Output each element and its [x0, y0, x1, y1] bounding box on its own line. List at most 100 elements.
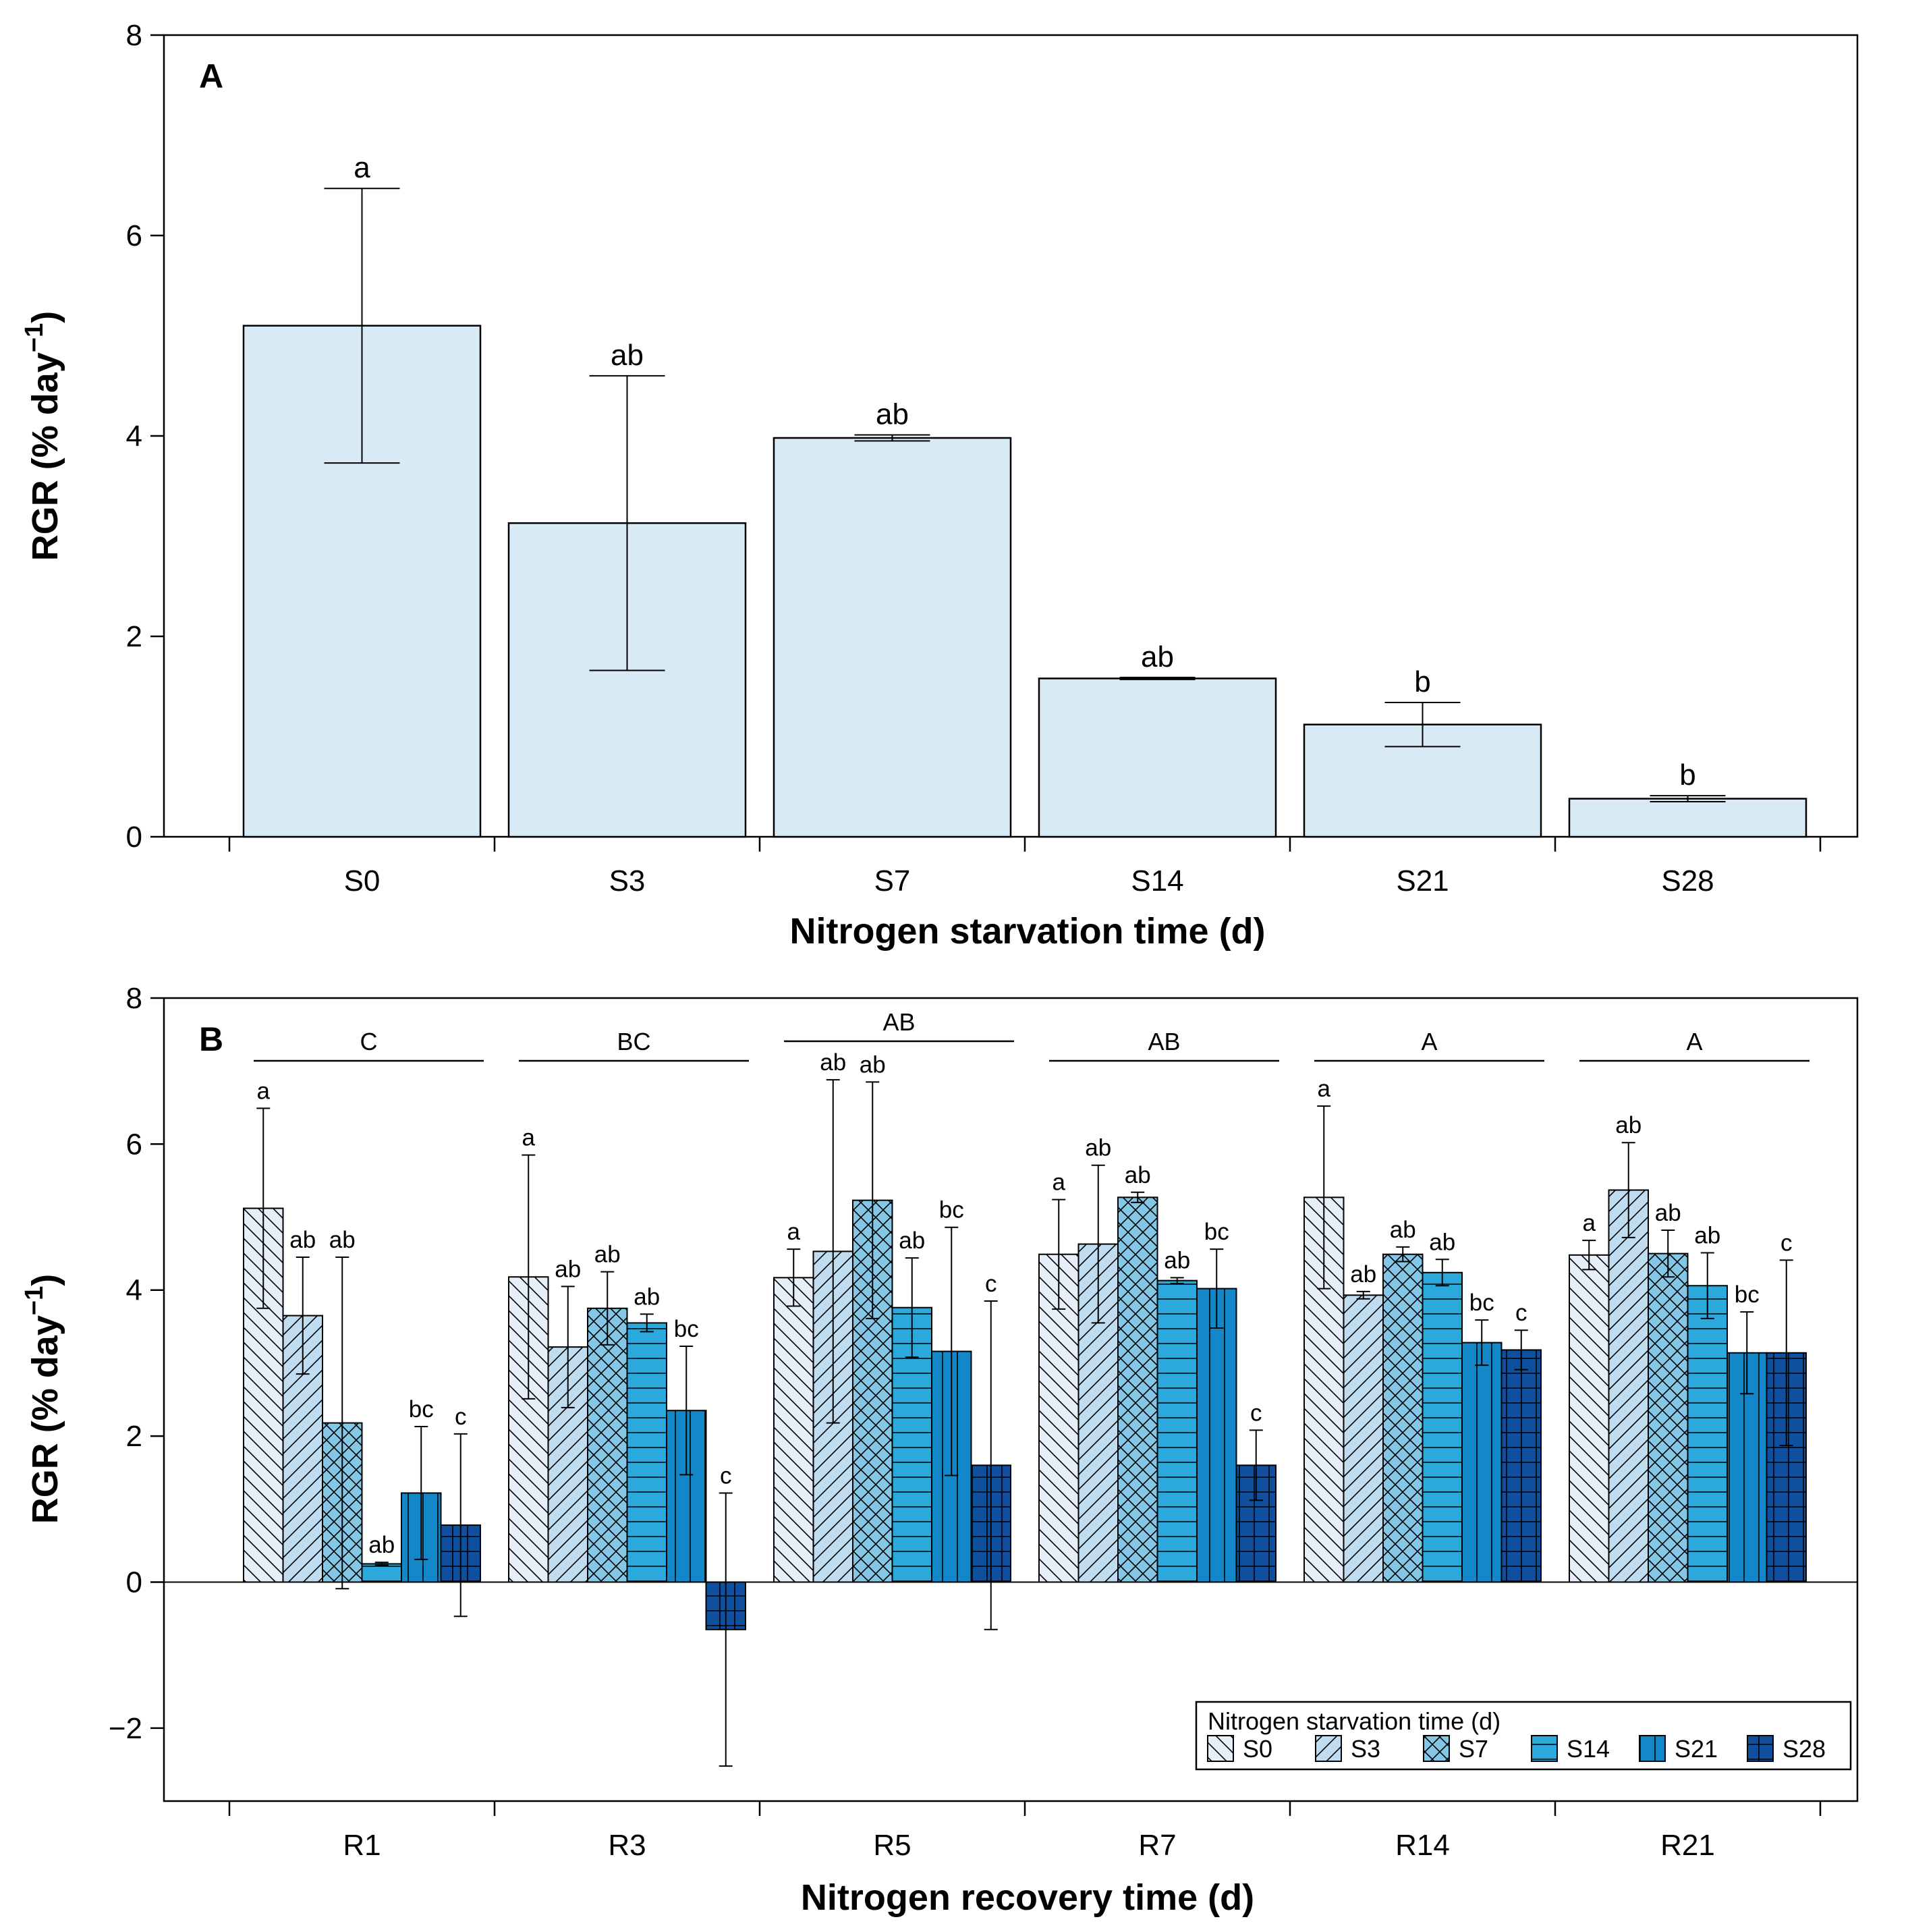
panel-b-xtick-label: R21 — [1660, 1829, 1715, 1862]
panel-a-ytick-label: 0 — [126, 821, 142, 854]
panel-a-bar — [1568, 798, 1807, 838]
legend-swatch-s0 — [1207, 1735, 1234, 1762]
legend-swatch-s28 — [1747, 1735, 1774, 1762]
panel-b-bar-s21 — [1461, 1342, 1503, 1583]
panel-b-significance-label: a — [1583, 1210, 1596, 1236]
panel-b-bar-s0 — [773, 1277, 814, 1583]
panel-b-significance-label: ab — [289, 1227, 316, 1253]
panel-a-xlabel: Nitrogen starvation time (d) — [789, 911, 1265, 951]
panel-b: B Nitrogen recovery time (d) RGR (% day−… — [20, 982, 1859, 1918]
panel-b-significance-label: bc — [1735, 1281, 1760, 1308]
panel-a-label: A — [199, 57, 223, 95]
panel-a-ylabel-sup: −1 — [20, 323, 49, 352]
panel-a-bar — [773, 437, 1012, 838]
panel-b-significance-label: ab — [1350, 1261, 1376, 1288]
panel-b-group-significance: AB — [1148, 1028, 1180, 1055]
panel-a-significance-label: ab — [1141, 640, 1174, 673]
panel-b-ytick-label: 6 — [126, 1128, 142, 1161]
panel-b-significance-label: c — [455, 1404, 467, 1430]
panel-a-significance-label: b — [1414, 665, 1430, 698]
panel-b-bar-s7 — [1117, 1196, 1158, 1583]
panel-b-bar-s28 — [1500, 1349, 1542, 1583]
panel-a-ytick-label: 6 — [126, 219, 142, 252]
legend-swatch-s7 — [1423, 1735, 1450, 1762]
panel-b-significance-label: ab — [899, 1227, 925, 1254]
panel-a-ytick-label: 4 — [126, 420, 142, 453]
panel-b-ylabel-sup: −1 — [20, 1286, 49, 1315]
panel-b-bar-s14 — [361, 1563, 402, 1583]
panel-b-bar-s28 — [1235, 1464, 1276, 1583]
legend-label-s14: S14 — [1567, 1735, 1610, 1763]
panel-a-xtick-label: S7 — [874, 864, 911, 898]
panel-b-ytick-label: 2 — [126, 1420, 142, 1453]
panel-b-ytick-label: 8 — [126, 982, 142, 1015]
panel-b-xtick-label: R14 — [1395, 1829, 1450, 1862]
panel-a-significance-label: ab — [611, 339, 644, 372]
panel-b-significance-label: c — [1250, 1400, 1262, 1426]
legend-swatch-s14 — [1531, 1735, 1558, 1762]
panel-b-significance-label: c — [1780, 1230, 1793, 1256]
panel-b-frame — [163, 997, 1859, 1802]
panel-b-significance-label: ab — [1164, 1247, 1190, 1273]
panel-b-xtick-label: R3 — [608, 1829, 646, 1862]
panel-b-significance-label: bc — [409, 1396, 434, 1423]
legend-label-s7: S7 — [1459, 1735, 1488, 1763]
panel-b-bar-s14 — [1156, 1279, 1198, 1583]
panel-b-bar-s3 — [1608, 1189, 1649, 1583]
panel-b-significance-label: ab — [1655, 1200, 1681, 1226]
panel-b-significance-label: a — [787, 1219, 801, 1245]
panel-b-significance-label: a — [522, 1125, 536, 1151]
panel-b-significance-label: ab — [1125, 1162, 1151, 1188]
panel-b-significance-label: ab — [1390, 1217, 1416, 1243]
panel-b-xlabel: Nitrogen recovery time (d) — [801, 1877, 1254, 1918]
panel-b-group-significance: AB — [882, 1008, 915, 1036]
legend-swatch-s3 — [1315, 1735, 1342, 1762]
panel-b-significance-label: bc — [1204, 1219, 1229, 1245]
panel-b-significance-label: ab — [1694, 1223, 1720, 1249]
panel-b-ylabel: RGR (% day−1) — [20, 1274, 65, 1524]
panel-a-xtick-label: S28 — [1661, 864, 1714, 898]
legend-title: Nitrogen starvation time (d) — [1208, 1707, 1500, 1735]
panel-b-group-significance: A — [1421, 1028, 1437, 1055]
legend-label-s28: S28 — [1783, 1735, 1826, 1763]
panel-b-significance-label: c — [985, 1271, 997, 1297]
panel-b-significance-label: a — [257, 1078, 271, 1104]
panel-b-bar-s21 — [1196, 1288, 1237, 1583]
panel-b-label: B — [199, 1020, 223, 1058]
panel-b-bar-s3 — [1343, 1294, 1384, 1583]
panel-a-ytick-label: 8 — [126, 19, 142, 52]
legend-frame — [1195, 1701, 1852, 1771]
panel-a-xtick-label: S0 — [344, 864, 381, 898]
panel-b-ytick-label: 0 — [126, 1566, 142, 1599]
panel-b-bar-s7 — [1382, 1253, 1424, 1583]
panel-b-significance-label: ab — [594, 1242, 621, 1268]
panel-a-ylabel: RGR (% day−1) — [20, 311, 65, 561]
panel-b-group-significance: A — [1686, 1028, 1702, 1055]
panel-b-significance-label: bc — [1469, 1290, 1494, 1316]
panel-a-xtick-label: S21 — [1396, 864, 1449, 898]
panel-b-significance-label: bc — [674, 1316, 699, 1342]
panel-b-significance-label: ab — [1085, 1135, 1111, 1161]
panel-b-ytick-label: 4 — [126, 1274, 142, 1307]
panel-b-bar-s0 — [1569, 1254, 1610, 1583]
panel-b-significance-label: bc — [939, 1197, 964, 1223]
panel-a-significance-label: a — [354, 151, 370, 184]
panel-b-bar-s14 — [1687, 1285, 1728, 1583]
panel-b-significance-label: ab — [368, 1532, 395, 1558]
panel-a: A Nitrogen starvation time (d) RGR (% da… — [20, 19, 1859, 951]
panel-b-significance-label: a — [1318, 1076, 1331, 1102]
panel-b-xtick-label: R7 — [1138, 1829, 1176, 1862]
panel-b-bar-s14 — [1422, 1271, 1463, 1583]
panel-b-significance-label: c — [720, 1462, 732, 1489]
panel-a-xtick-label: S3 — [609, 864, 646, 898]
panel-b-significance-label: ab — [329, 1227, 356, 1253]
panel-b-significance-label: a — [1053, 1169, 1066, 1196]
panel-b-significance-label: ab — [634, 1284, 660, 1310]
panel-b-significance-label: ab — [1429, 1229, 1455, 1255]
panel-b-significance-label: ab — [555, 1256, 581, 1282]
panel-a-ytick-label: 2 — [126, 620, 142, 653]
panel-b-xtick-label: R1 — [343, 1829, 381, 1862]
panel-b-xtick-label: R5 — [873, 1829, 911, 1862]
panel-a-significance-label: ab — [876, 398, 909, 431]
